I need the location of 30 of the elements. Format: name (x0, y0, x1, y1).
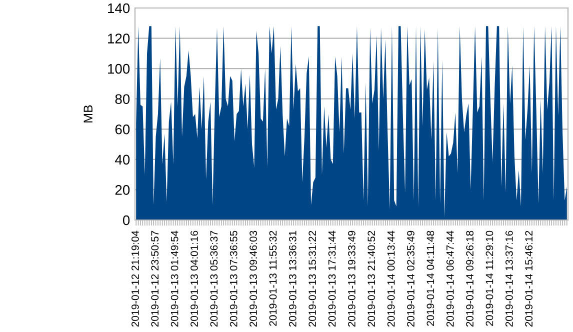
x-tick-label: 2019-01-13 13:36:31 (288, 230, 296, 327)
x-tick-label: 2019-01-13 05:36:37 (210, 230, 218, 327)
x-tick-label: 2019-01-14 13:37:16 (505, 230, 513, 327)
x-tick-label: 2019-01-14 11:29:10 (486, 230, 494, 326)
x-tick-label: 2019-01-13 07:36:55 (230, 230, 238, 327)
x-tick-label: 2019-01-14 00:13:44 (387, 230, 395, 327)
y-tick-label: 80 (115, 94, 130, 104)
y-tick-label: 20 (115, 185, 130, 195)
y-axis-title: MB (84, 105, 92, 122)
x-tick-label: 2019-01-13 04:01:16 (190, 230, 198, 327)
x-tick-label: 2019-01-13 11:55:32 (269, 230, 277, 326)
y-tick-label: 0 (122, 215, 130, 226)
x-tick-label: 2019-01-13 01:49:54 (170, 230, 178, 327)
x-tick-label: 2019-01-13 09:46:03 (250, 230, 257, 327)
x-tick-label: 2019-01-13 19:33:49 (348, 230, 356, 327)
x-tick-label: 2019-01-14 02:35:49 (407, 230, 414, 327)
y-tick-label: 100 (108, 64, 130, 74)
x-tick-label: 2019-01-12 23:50:57 (151, 230, 159, 327)
x-tick-label: 2019-01-12 21:19:04 (132, 230, 139, 327)
x-tick-label: 2019-01-14 09:26:18 (466, 230, 474, 327)
x-tick-label: 2019-01-14 04:11:48 (426, 230, 434, 326)
y-tick-label: 140 (108, 3, 130, 14)
x-tick-label: 2019-01-14 06:47:44 (446, 230, 454, 327)
y-tick-label: 40 (115, 154, 130, 165)
x-tick-label: 2019-01-13 17:31:44 (328, 230, 336, 327)
x-tick-label: 2019-01-13 21:40:52 (368, 230, 376, 327)
x-tick-label: 2019-01-14 15:46:12 (525, 230, 533, 327)
y-tick-label: 60 (115, 124, 130, 134)
x-tick-label: 2019-01-13 15:31:22 (308, 230, 316, 327)
y-tick-label: 120 (108, 34, 130, 44)
